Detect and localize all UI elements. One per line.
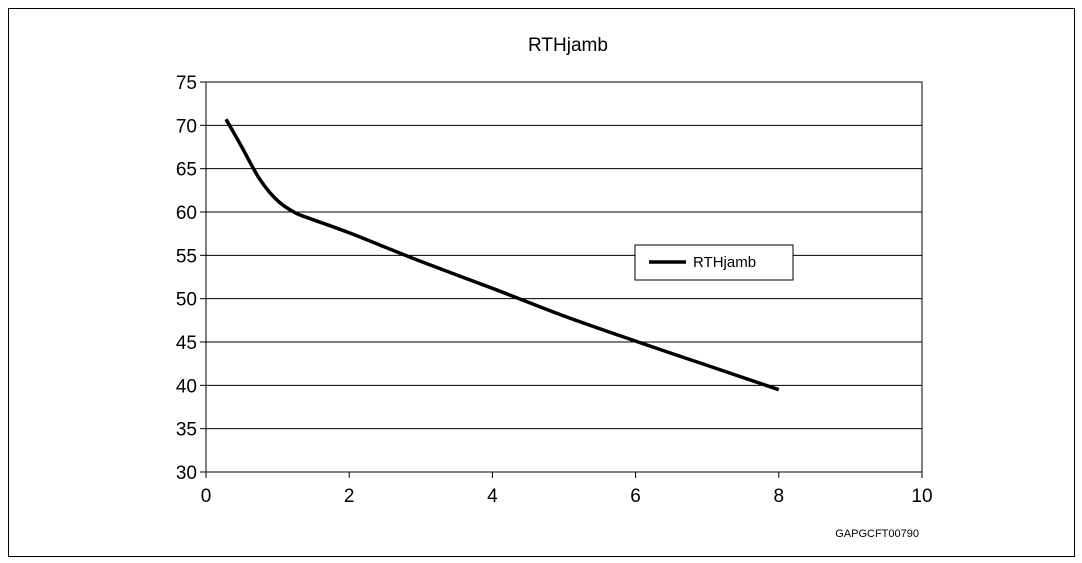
- y-tick-label: 65: [176, 160, 197, 181]
- legend-label: RTHjamb: [693, 254, 756, 271]
- chart-svg: RTHjamb 75 70 65 60 55 50 45 40 35 30 0 2 4 6 8 10 RTH…: [176, 35, 933, 540]
- figure-code: GAPGCFT00790: [835, 528, 919, 540]
- y-tick-label: 45: [176, 333, 197, 354]
- y-tick-label: 70: [176, 116, 197, 137]
- x-tick-label: 0: [201, 486, 212, 507]
- x-tick-label: 6: [630, 486, 641, 507]
- y-tick-label: 55: [176, 246, 197, 267]
- y-axis: 75 70 65 60 55 50 45 40 35 30: [176, 73, 206, 484]
- x-tick-label: 8: [774, 486, 785, 507]
- x-tick-label: 10: [911, 486, 932, 507]
- chart-title: RTHjamb: [528, 35, 608, 56]
- y-tick-label: 75: [176, 73, 197, 94]
- x-tick-label: 2: [344, 486, 355, 507]
- y-tick-label: 40: [176, 376, 197, 397]
- chart-frame: RTHjamb 75 70 65 60 55 50 45 40 35 30 0 2 4 6 8 10 RTH…: [8, 8, 1075, 557]
- x-tick-label: 4: [487, 486, 498, 507]
- y-tick-label: 50: [176, 290, 197, 311]
- x-axis: 0 2 4 6 8 10: [201, 472, 933, 507]
- series-line: [224, 118, 780, 392]
- y-tick-label: 60: [176, 203, 197, 224]
- legend: RTHjamb: [634, 244, 794, 281]
- y-tick-label: 35: [176, 420, 197, 441]
- plot-area: [205, 81, 923, 473]
- y-tick-label: 30: [176, 463, 197, 484]
- series-layer: [224, 118, 780, 392]
- grid-lines: [206, 124, 922, 430]
